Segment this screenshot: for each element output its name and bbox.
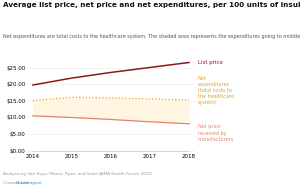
Text: Net price
received by
manufacturers: Net price received by manufacturers — [198, 124, 234, 142]
Text: Analysis by Van Nuys, Ribero, Ryan, and Sood (JAMA Health Forum 2021): Analysis by Van Nuys, Ribero, Ryan, and … — [3, 172, 152, 176]
Text: List price: List price — [198, 60, 223, 65]
Text: Net expenditures are total costs to the healthcare system. The shaded area repre: Net expenditures are total costs to the … — [3, 34, 300, 39]
Text: Created with: Created with — [3, 181, 31, 185]
Text: Average list price, net price and net expenditures, per 100 units of insulin: Average list price, net price and net ex… — [3, 2, 300, 8]
Text: Net
expenditures
(total costs to
the healthcare
system): Net expenditures (total costs to the hea… — [198, 76, 234, 105]
Text: Datawrapper: Datawrapper — [16, 181, 43, 185]
